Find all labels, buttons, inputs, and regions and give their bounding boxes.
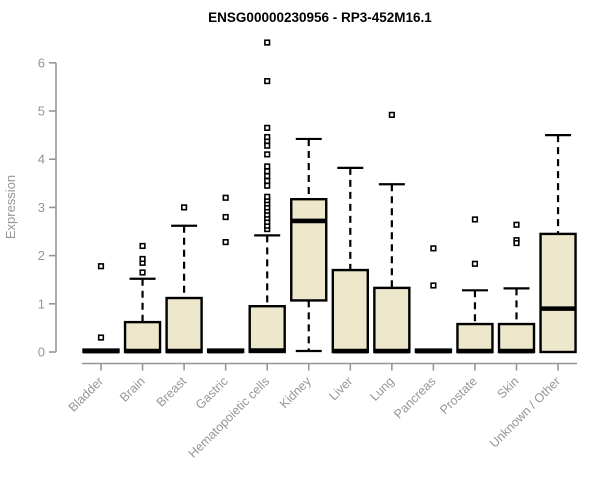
box-hematopoietic-cells [248, 305, 286, 354]
outlier-bladder-0 [97, 263, 105, 270]
box-brain [123, 320, 162, 354]
outlier-skin-0 [513, 221, 520, 228]
outlier-hematopoietic-cells-15 [264, 151, 271, 158]
outlier-hematopoietic-cells-21 [264, 39, 271, 46]
plot-area: 0 1 2 3 4 5 6 Bladder Brain Breast GastricHematopo… [38, 39, 577, 461]
box-liver [331, 268, 369, 354]
outlier-skin-2 [513, 239, 520, 247]
outlier-bladder-1 [97, 334, 105, 341]
x-label-unknown-other: Unknown / Other [487, 374, 563, 450]
outlier-pancreas-1 [430, 282, 437, 289]
x-label-bladder: Bladder [66, 374, 106, 414]
outlier-gastric-1 [222, 213, 229, 221]
outlier-gastric-2 [222, 194, 229, 201]
x-label-hematopoietic-cells: Hematopoietic cells [186, 374, 273, 461]
x-label-pancreas: Pancreas [391, 374, 438, 421]
x-label-prostate: Prostate [437, 374, 480, 417]
chart-title: ENSG00000230956 - RP3-452M16.1 [208, 10, 432, 25]
y-tick-label-0: 0 [38, 345, 45, 360]
outlier-lung-0 [388, 111, 395, 118]
outlier-brain-0 [139, 269, 146, 276]
outlier-hematopoietic-cells-13 [264, 168, 271, 175]
y-tick-label-5: 5 [38, 104, 45, 119]
box-lung [373, 286, 411, 354]
outlier-hematopoietic-cells-9 [264, 193, 271, 200]
outlier-hematopoietic-cells-20 [264, 78, 271, 85]
box-prostate [456, 322, 494, 354]
box-breast [165, 296, 203, 354]
box-skin [497, 322, 536, 354]
x-label-liver: Liver [326, 374, 355, 403]
outlier-hematopoietic-cells-11 [264, 177, 271, 184]
box-kidney [290, 198, 328, 302]
outlier-hematopoietic-cells-16 [264, 142, 271, 149]
y-tick-label-3: 3 [38, 200, 45, 215]
x-label-breast: Breast [154, 374, 190, 410]
x-label-brain: Brain [117, 374, 148, 405]
x-label-skin: Skin [495, 374, 522, 401]
y-axis-label: Expression [3, 175, 18, 239]
outlier-gastric-0 [222, 239, 229, 246]
outlier-prostate-1 [471, 260, 479, 267]
outlier-hematopoietic-cells-10 [264, 182, 271, 189]
y-tick-label-1: 1 [38, 296, 45, 311]
outlier-breast-0 [181, 204, 188, 211]
outlier-hematopoietic-cells-12 [264, 172, 271, 180]
box-unknown-other [539, 232, 577, 354]
outlier-prostate-0 [471, 216, 479, 223]
y-tick-label-6: 6 [38, 55, 45, 70]
outlier-pancreas-0 [430, 245, 437, 252]
x-label-kidney: Kidney [277, 374, 314, 411]
outlier-brain-3 [139, 242, 146, 250]
outlier-hematopoietic-cells-14 [264, 163, 271, 170]
y-tick-label-4: 4 [38, 152, 45, 167]
outlier-brain-2 [139, 255, 146, 263]
outlier-hematopoietic-cells-18 [264, 133, 271, 141]
y-tick-label-2: 2 [38, 248, 45, 263]
x-label-lung: Lung [367, 374, 397, 404]
x-label-gastric: Gastric [193, 374, 231, 412]
outlier-hematopoietic-cells-19 [264, 124, 271, 131]
